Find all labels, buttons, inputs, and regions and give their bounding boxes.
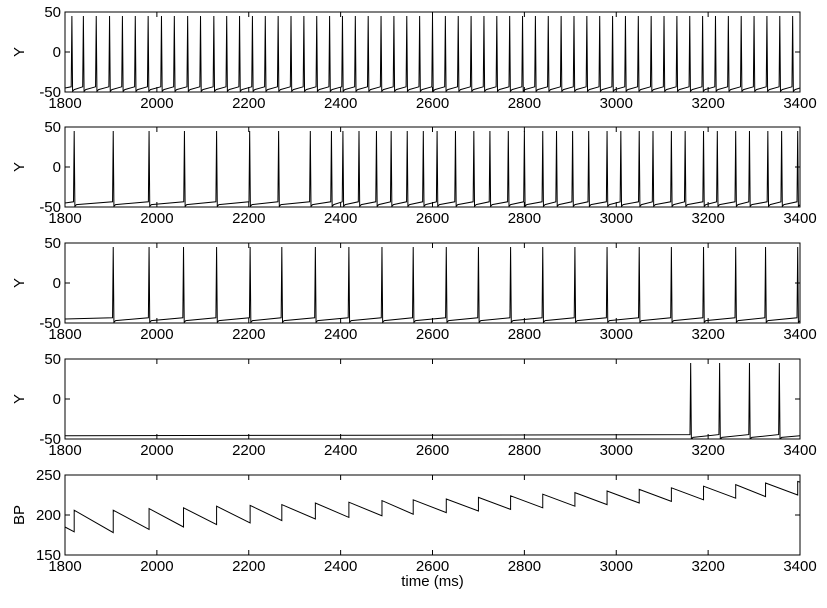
x-tick-label: 3200 (691, 558, 724, 575)
y-tick-label: 0 (53, 159, 61, 176)
x-tick-label: 2600 (416, 210, 449, 227)
y-axis-label: Y (11, 162, 28, 172)
x-tick-label: 2600 (416, 558, 449, 575)
x-tick-label: 2000 (140, 210, 173, 227)
x-tick-label: 2600 (416, 442, 449, 459)
x-tick-label: 1800 (48, 558, 81, 575)
x-tick-label: 2400 (324, 558, 357, 575)
y-tick-label: 50 (44, 235, 61, 252)
panel-5-bp: 1800 2000 2200 2400 2600 2800 3000 3200 3400 250 2… (11, 467, 817, 590)
panel-2: 1800 2000 2200 2400 2600 2800 3000 3200 3400 50 0 -… (11, 119, 817, 227)
x-tick-label: 2800 (508, 558, 541, 575)
series-group (65, 246, 800, 323)
x-tick-label: 3400 (783, 210, 816, 227)
y-tick-label: 50 (44, 119, 61, 136)
x-tick-label: 2600 (416, 326, 449, 343)
y-axis-label: Y (11, 47, 28, 57)
x-tick-label: 2400 (324, 326, 357, 343)
panel-4: 1800 2000 2200 2400 2600 2800 3000 3200 3400 50 0 -… (11, 351, 817, 459)
x-tick-label: 3000 (600, 558, 633, 575)
series-group (65, 15, 800, 92)
x-tick-label: 1800 (48, 95, 81, 112)
x-tick-label: 3400 (783, 442, 816, 459)
series-line (65, 15, 800, 92)
y-tick-label: 0 (53, 391, 61, 408)
y-axis-label: Y (11, 278, 28, 288)
x-tick-label: 2000 (140, 442, 173, 459)
y-tick-label: 50 (44, 4, 61, 21)
x-tick-label: 2200 (232, 326, 265, 343)
x-tick-label: 3400 (783, 558, 816, 575)
x-tick-label: 3000 (600, 95, 633, 112)
y-tick-label: 50 (44, 351, 61, 368)
x-tick-label: 2000 (140, 558, 173, 575)
plot-frame (64, 242, 801, 324)
series-line (65, 480, 800, 534)
x-tick-label: 2800 (508, 95, 541, 112)
x-tick-label: 2400 (324, 210, 357, 227)
x-tick-label: 1800 (48, 326, 81, 343)
x-tick-label: 3200 (691, 210, 724, 227)
y-tick-label: -50 (39, 199, 61, 216)
y-axis-label: BP (11, 505, 28, 525)
x-tick-label: 2000 (140, 326, 173, 343)
x-tick-label: 2400 (324, 442, 357, 459)
series-line (65, 246, 800, 323)
x-tick-label: 2800 (508, 326, 541, 343)
x-tick-label: 2200 (232, 558, 265, 575)
panel-3: 1800 2000 2200 2400 2600 2800 3000 3200 3400 50 0 -… (11, 235, 817, 343)
x-tick-label: 2200 (232, 210, 265, 227)
x-tick-label: 2600 (416, 95, 449, 112)
y-tick-label: 200 (36, 507, 61, 524)
series-line (65, 362, 800, 439)
y-tick-label: 150 (36, 547, 61, 564)
x-tick-label: 3000 (600, 326, 633, 343)
x-tick-label: 3400 (783, 95, 816, 112)
series-group (65, 130, 800, 207)
x-tick-label: 2800 (508, 442, 541, 459)
x-tick-label: 3200 (691, 442, 724, 459)
y-tick-label: 0 (53, 44, 61, 61)
x-axis-label: time (ms) (401, 573, 464, 590)
y-tick-label: 0 (53, 275, 61, 292)
series-group (65, 362, 800, 439)
series-group (65, 480, 800, 534)
x-tick-label: 2400 (324, 95, 357, 112)
y-tick-label: -50 (39, 315, 61, 332)
y-axis-label: Y (11, 394, 28, 404)
series-line (65, 130, 800, 207)
x-tick-label: 1800 (48, 210, 81, 227)
x-tick-label: 3000 (600, 442, 633, 459)
plot-frame (64, 126, 801, 208)
x-tick-label: 2800 (508, 210, 541, 227)
x-tick-label: 3400 (783, 326, 816, 343)
x-tick-label: 2000 (140, 95, 173, 112)
y-tick-label: -50 (39, 84, 61, 101)
plot-frame (64, 474, 801, 556)
x-tick-label: 3200 (691, 326, 724, 343)
y-tick-label: -50 (39, 431, 61, 448)
x-tick-label: 2200 (232, 442, 265, 459)
x-tick-label: 2200 (232, 95, 265, 112)
x-tick-label: 3200 (691, 95, 724, 112)
panel-1: 1800 2000 2200 2400 2600 2800 3000 3200 3400 50 0 -… (11, 4, 817, 112)
y-tick-label: 250 (36, 467, 61, 484)
x-tick-label: 3000 (600, 210, 633, 227)
x-tick-label: 1800 (48, 442, 81, 459)
